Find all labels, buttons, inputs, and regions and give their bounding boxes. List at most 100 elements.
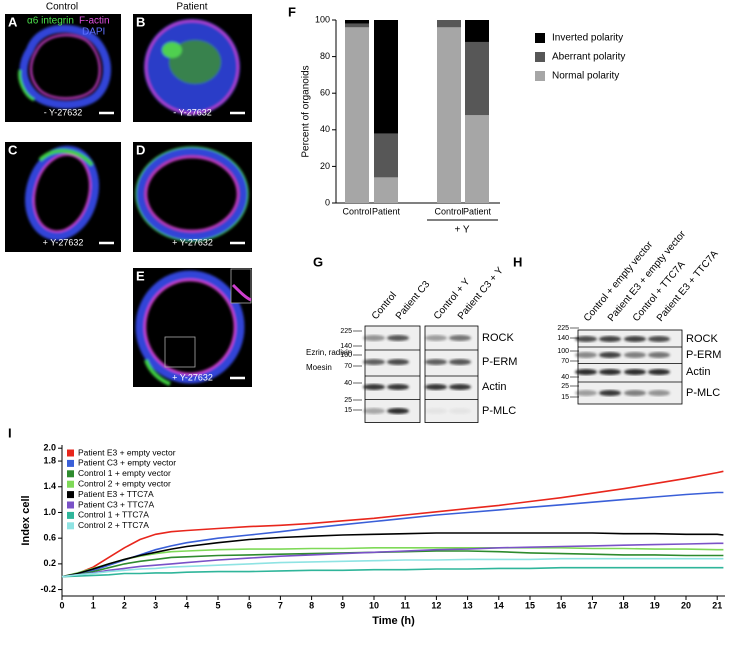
band	[575, 352, 597, 358]
marker-label: 70	[344, 363, 352, 370]
bar-segment	[345, 23, 369, 28]
bar-segment	[345, 20, 369, 24]
organoid-edge	[19, 24, 111, 109]
legend-label: Patient E3 + TTC7A	[78, 489, 154, 499]
series-line	[61, 532, 724, 578]
x-tick-label: 4	[184, 600, 189, 610]
band	[387, 384, 409, 390]
actin	[144, 155, 240, 233]
inset-actin	[231, 283, 252, 302]
x-tick-label: 9	[340, 600, 345, 610]
legend-label: Patient C3 + TTC7A	[78, 499, 154, 509]
y-tick-label: 0.6	[43, 533, 56, 543]
band	[575, 336, 597, 342]
x-tick-label: 1	[91, 600, 96, 610]
organoid	[144, 19, 240, 115]
legend-swatch	[535, 33, 545, 43]
row-label: ROCK	[686, 333, 718, 345]
column-title: Control	[46, 2, 78, 13]
blot-membrane	[424, 325, 479, 423]
x-tick-label: 12	[431, 600, 441, 610]
y-tick-label: 20	[320, 161, 330, 171]
band	[425, 384, 447, 390]
band	[449, 408, 471, 414]
band	[624, 390, 646, 396]
lane-label: Control	[370, 290, 399, 322]
band	[599, 352, 621, 358]
x-tick-label: 5	[215, 600, 220, 610]
band	[387, 359, 409, 365]
panel-label: E	[136, 268, 145, 283]
band	[575, 369, 597, 375]
annotation: Moesin	[306, 363, 332, 372]
x-tick-label: 17	[587, 600, 597, 610]
y-tick-label: 0	[325, 197, 330, 207]
legend-label: Control 2 + empty vector	[78, 478, 171, 488]
marker-label: 140	[340, 343, 352, 350]
legend-label: Inverted polarity	[552, 33, 623, 44]
series-line	[61, 470, 724, 578]
band	[648, 390, 670, 396]
band	[363, 335, 385, 341]
stain-label: F-actin	[79, 16, 110, 27]
panel-label: B	[136, 14, 145, 29]
panel-label: A	[8, 14, 18, 29]
stain-label: α6 integrin	[27, 16, 74, 27]
x-axis-label: Time (h)	[372, 615, 415, 627]
x-tick-label: 13	[463, 600, 473, 610]
panel-label: D	[136, 142, 145, 157]
bar-segment	[374, 133, 398, 178]
row-label: P-MLC	[482, 405, 516, 417]
x-tick-label: Control	[342, 206, 371, 216]
band	[599, 336, 621, 342]
x-tick-label: 18	[619, 600, 629, 610]
marker-label: 40	[344, 380, 352, 387]
y-tick-label: 60	[320, 88, 330, 98]
panel-label: F	[288, 4, 296, 19]
marker-label: 140	[557, 335, 569, 342]
band	[648, 336, 670, 342]
zoom-region	[164, 336, 196, 368]
integrin	[18, 69, 35, 102]
column-title: Patient	[176, 2, 207, 13]
legend-label: Normal polarity	[552, 71, 619, 82]
band	[648, 369, 670, 375]
x-tick-label: Patient	[463, 206, 492, 216]
x-tick-label: 20	[681, 600, 691, 610]
y-tick-label: 0.2	[43, 558, 56, 568]
marker-label: 100	[557, 348, 569, 355]
integrin	[135, 146, 249, 242]
organoid-edge	[135, 270, 245, 384]
marker-label: 225	[557, 325, 569, 332]
legend-label: Patient C3 + empty vector	[78, 458, 176, 468]
legend-swatch	[67, 501, 74, 509]
band	[575, 390, 597, 396]
bar-segment	[374, 20, 398, 134]
actin	[143, 278, 237, 376]
marker-label: 25	[344, 397, 352, 404]
organoid	[18, 24, 111, 109]
organoid	[135, 146, 249, 242]
x-tick-label: 19	[650, 600, 660, 610]
marker-label: 225	[340, 328, 352, 335]
treatment-label: - Y-27632	[44, 107, 83, 117]
band	[363, 359, 385, 365]
integrin	[162, 42, 182, 58]
bar-segment	[465, 115, 489, 203]
marker-label: 40	[561, 374, 569, 381]
legend-swatch	[67, 491, 74, 499]
x-tick-label: 14	[494, 600, 504, 610]
y-tick-label: 1.4	[43, 481, 56, 491]
band	[449, 359, 471, 365]
integrin	[144, 359, 171, 386]
y-tick-label: 1.8	[43, 455, 56, 465]
row-label: Actin	[482, 381, 506, 393]
band	[599, 390, 621, 396]
row-label: ROCK	[482, 332, 514, 344]
legend-label: Control 2 + TTC7A	[78, 520, 149, 530]
y-tick-label: 40	[320, 124, 330, 134]
marker-label: 15	[344, 407, 352, 414]
organoid-edge	[135, 146, 249, 242]
y-tick-label: 1.0	[43, 507, 56, 517]
row-label: Actin	[686, 366, 710, 378]
